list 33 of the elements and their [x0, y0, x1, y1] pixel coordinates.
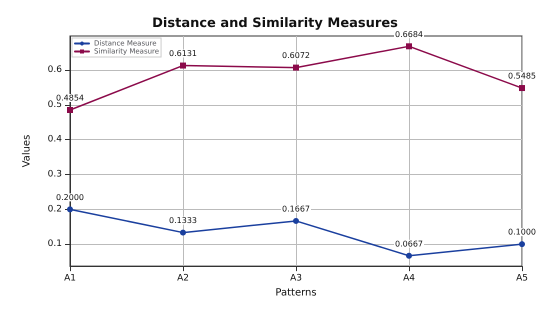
- point: [519, 85, 525, 92]
- y-axis-title: Values: [22, 134, 32, 168]
- data-label: 0.2000: [56, 192, 84, 202]
- data-label: 0.6684: [395, 30, 423, 39]
- y-tick-label: 0.6: [48, 65, 62, 76]
- data-label: 0.6131: [169, 49, 197, 58]
- point: [180, 62, 186, 69]
- data-label: 0.6072: [282, 51, 310, 60]
- point: [406, 43, 412, 50]
- point: [67, 206, 73, 212]
- data-label: 0.5485: [508, 72, 536, 81]
- data-label: 0.4854: [56, 94, 84, 103]
- x-axis-title: Patterns: [275, 288, 317, 298]
- point: [293, 218, 299, 224]
- y-tick-label: 0.3: [48, 170, 62, 180]
- x-tick-label: A5: [516, 274, 528, 284]
- y-tick-label: 0.4: [48, 134, 62, 145]
- y-tick-label: 0.1: [48, 239, 62, 250]
- data-label: 0.1667: [282, 204, 310, 214]
- data-label: 0.0667: [395, 239, 423, 248]
- point: [406, 252, 412, 259]
- chart-title: Distance and Similarity Measures: [152, 16, 398, 31]
- data-label: 0.1000: [508, 228, 536, 237]
- point: [519, 241, 525, 248]
- x-tick-label: A2: [177, 274, 189, 284]
- x-tick-label: A4: [403, 274, 416, 284]
- point: [67, 107, 73, 114]
- y-tick-label: 0.2: [48, 204, 62, 214]
- point: [180, 230, 186, 236]
- data-label: 0.1333: [169, 216, 197, 226]
- x-tick-label: A3: [290, 274, 302, 284]
- point: [293, 64, 299, 71]
- x-tick-label: A1: [64, 274, 76, 284]
